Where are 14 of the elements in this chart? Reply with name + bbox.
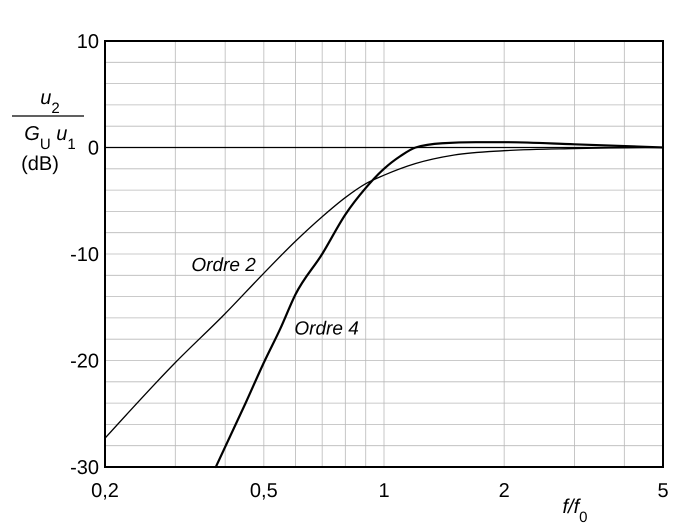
- x-axis-title: f/f$_{0}$: [562, 496, 588, 526]
- y-tick-label: 10: [76, 31, 99, 53]
- y-tick-label: -20: [70, 350, 99, 372]
- y-tick-label: -30: [70, 457, 99, 479]
- x-tick-label: 1: [378, 480, 390, 502]
- x-tick-label: 0,2: [91, 480, 119, 502]
- x-tick-label: 5: [657, 480, 669, 502]
- y-tick-label: -10: [70, 244, 99, 266]
- y-tick-label: 0: [88, 138, 99, 160]
- x-tick-label: 0,5: [250, 480, 278, 502]
- x-tick-label: 2: [498, 480, 510, 502]
- y-axis-title: u$_{2}$ G$_{U}$ u$_{1}$ (dB): [21, 87, 76, 175]
- series-label: Ordre 2: [191, 255, 256, 276]
- series-label: Ordre 4: [294, 318, 359, 340]
